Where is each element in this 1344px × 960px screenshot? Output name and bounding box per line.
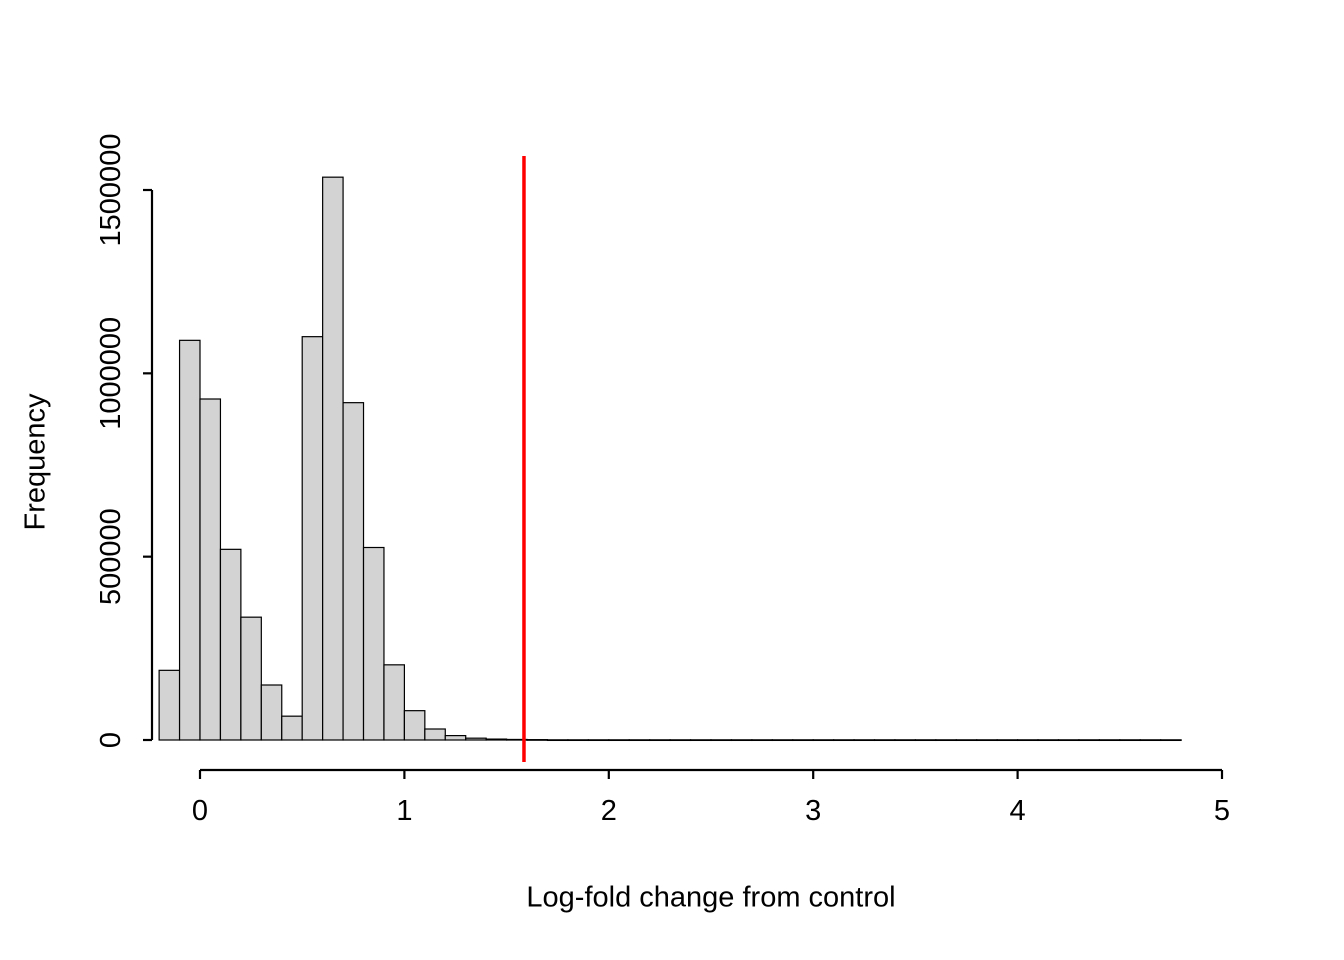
histogram-bar [322, 176, 344, 741]
histogram-bar [833, 739, 855, 742]
x-tick-label: 5 [1214, 795, 1230, 827]
histogram-bar [199, 398, 222, 741]
y-tick-label: 1000000 [95, 317, 127, 430]
histogram-bar [771, 739, 794, 742]
histogram-bar [567, 739, 589, 742]
x-tick-label: 3 [805, 795, 821, 827]
histogram-bar [546, 739, 569, 742]
histogram-bar [158, 669, 181, 741]
histogram-bar [1037, 739, 1060, 742]
histogram-bar [935, 739, 957, 742]
histogram-bar [649, 739, 671, 742]
histogram-bar [710, 739, 733, 742]
y-tick-label: 0 [95, 732, 127, 748]
histogram-bar [281, 715, 303, 741]
histogram-bar [1078, 739, 1100, 742]
histogram-bar [792, 739, 814, 742]
histogram-bar [1139, 739, 1162, 742]
histogram-bar [853, 739, 876, 742]
histogram-bar [1057, 739, 1080, 742]
histogram-bar [240, 616, 262, 741]
histogram-bar [587, 739, 610, 742]
histogram-bar [526, 739, 549, 741]
histogram-bar [894, 739, 917, 742]
histogram-bar [465, 737, 487, 741]
x-tick-label: 2 [601, 795, 617, 827]
histogram-bar [1119, 739, 1141, 742]
x-tick-label: 4 [1010, 795, 1026, 827]
histogram-bar [383, 664, 405, 741]
histogram-bar [669, 739, 692, 742]
histogram-bar [955, 739, 978, 742]
x-tick-label: 1 [396, 795, 412, 827]
histogram-bar [608, 739, 630, 742]
histogram-bar [751, 739, 773, 742]
x-axis-title: Log-fold change from control [526, 881, 896, 914]
histogram-bar [1016, 739, 1039, 742]
histogram-bar [424, 728, 446, 741]
histogram-bar [485, 738, 508, 741]
histogram-bar [689, 739, 712, 742]
y-tick-label: 1500000 [95, 134, 127, 247]
histogram-bar [219, 548, 242, 741]
histogram-bar [1098, 739, 1121, 742]
histogram-bar [403, 710, 426, 741]
histogram-bar [914, 739, 937, 742]
histogram-bar [628, 739, 651, 742]
histogram-bar [730, 739, 753, 742]
histogram-bar [178, 339, 201, 741]
histogram-bar [260, 684, 283, 741]
histogram-bar [1160, 739, 1182, 742]
y-tick-label: 500000 [95, 508, 127, 605]
histogram-bar [444, 734, 467, 741]
x-tick-label: 0 [192, 795, 208, 827]
histogram-bar [996, 739, 1019, 742]
histogram-bar [976, 739, 998, 742]
histogram-bar [301, 336, 324, 741]
histogram-bar [362, 546, 385, 741]
histogram-bar [812, 739, 835, 742]
histogram-bar [873, 739, 896, 742]
y-axis-title: Frequency [19, 393, 52, 531]
histogram-bar [342, 402, 365, 741]
